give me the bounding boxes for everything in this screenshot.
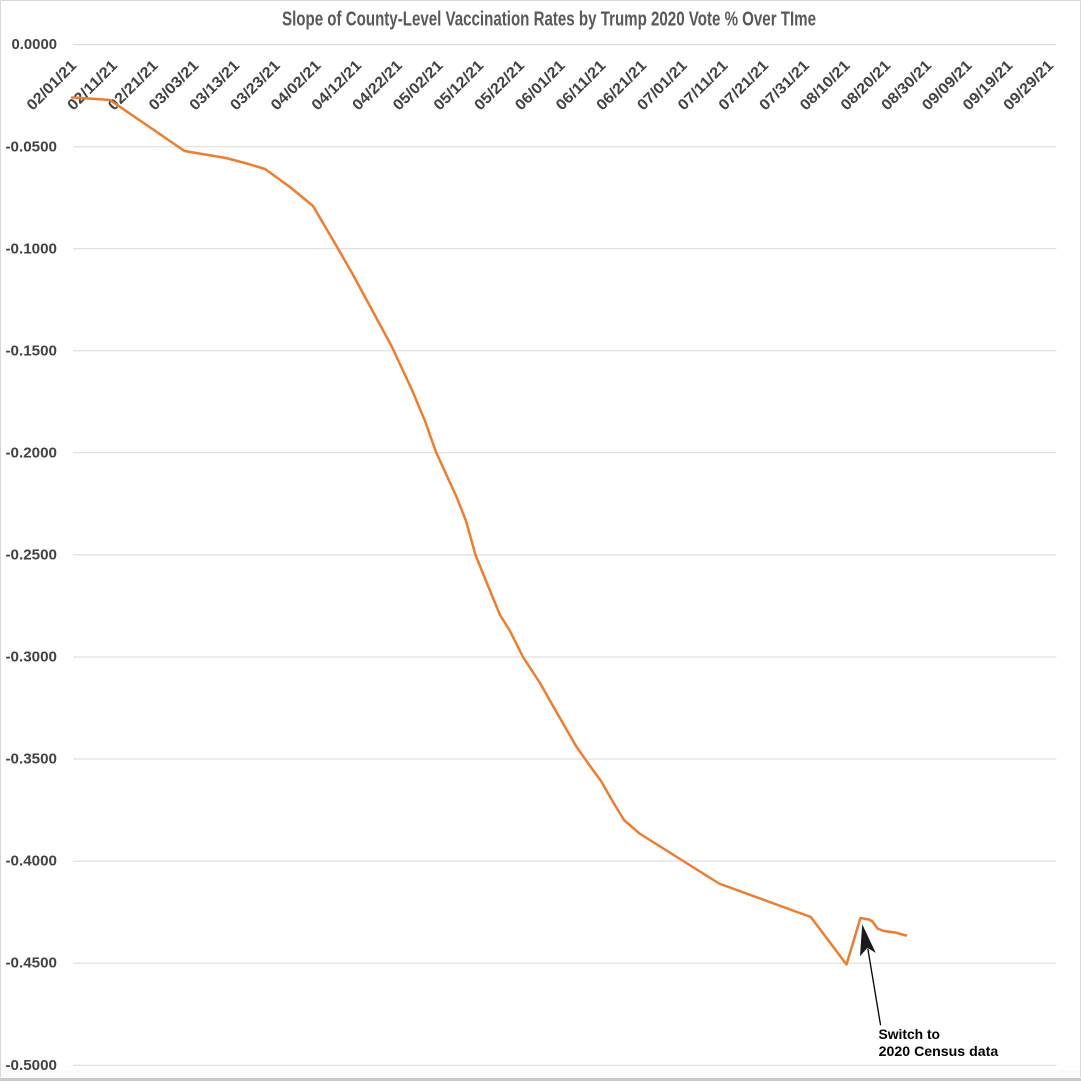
svg-text:-0.1000: -0.1000	[6, 241, 58, 257]
svg-text:-0.4000: -0.4000	[6, 854, 58, 870]
svg-text:-0.3500: -0.3500	[6, 752, 58, 768]
svg-text:Switch to: Switch to	[879, 1027, 941, 1042]
svg-text:-0.2500: -0.2500	[6, 548, 58, 564]
svg-text:0.0000: 0.0000	[12, 37, 58, 53]
svg-text:-0.1500: -0.1500	[6, 343, 58, 359]
svg-text:2020 Census data: 2020 Census data	[879, 1044, 999, 1059]
svg-text:-0.4500: -0.4500	[6, 956, 58, 972]
svg-text:-0.3000: -0.3000	[6, 650, 58, 666]
svg-text:Slope of County-Level Vaccinat: Slope of County-Level Vaccination Rates …	[282, 9, 816, 31]
svg-text:-0.5000: -0.5000	[6, 1058, 58, 1074]
svg-text:-0.2000: -0.2000	[6, 445, 58, 461]
svg-text:-0.0500: -0.0500	[6, 139, 58, 155]
